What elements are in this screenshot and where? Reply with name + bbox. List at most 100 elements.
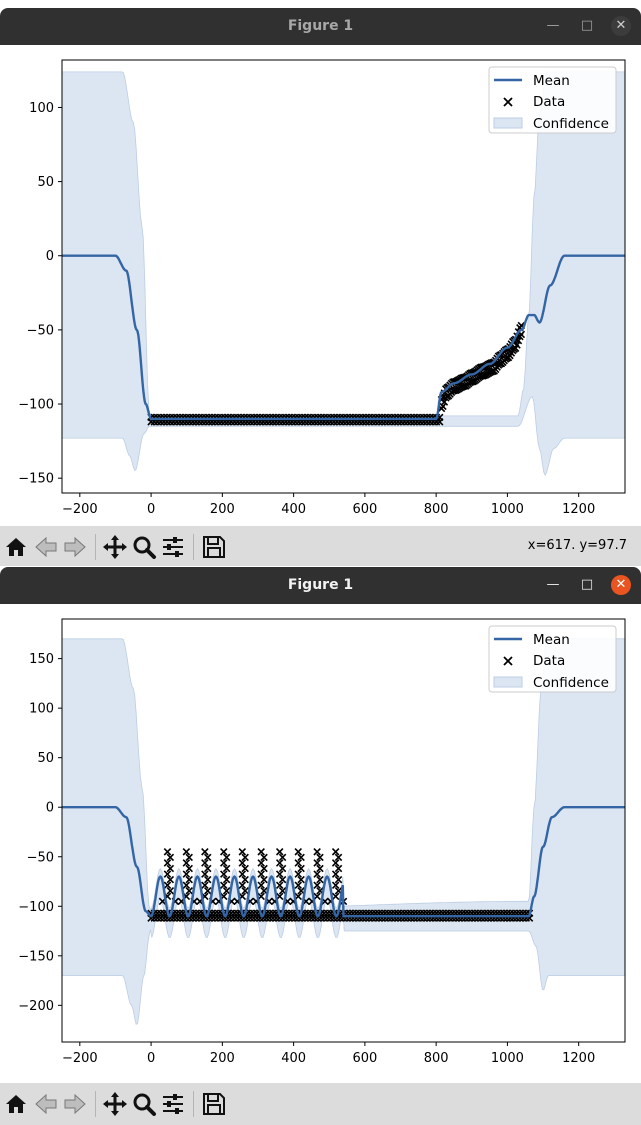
y-tick-label: −50 — [27, 850, 54, 865]
x-tick-label: −200 — [62, 1051, 98, 1066]
data-point — [185, 887, 193, 895]
legend-confidence-swatch — [493, 676, 523, 688]
x-tick-label: 800 — [424, 1051, 449, 1066]
legend-data-label: Data — [533, 94, 565, 110]
y-tick-label: 100 — [29, 702, 54, 717]
x-tick-label: 1000 — [491, 502, 524, 517]
x-tick-label: 400 — [281, 502, 306, 517]
home-icon[interactable] — [3, 1091, 29, 1117]
plot-canvas[interactable]: −200 0 200 400 600 800 1000 1200 −200 −150 −100 −50… — [0, 604, 641, 1082]
data-point — [275, 870, 284, 878]
data-point — [297, 864, 305, 873]
cursor-coordinates: x=617. y=97.7 — [527, 538, 627, 553]
data-point — [166, 864, 175, 873]
data-point — [201, 859, 209, 867]
title-bar[interactable]: Figure 1 — □ ✕ — [0, 8, 641, 45]
data-point — [166, 887, 175, 895]
pan-icon[interactable] — [102, 534, 128, 560]
y-tick-label: 150 — [29, 652, 54, 667]
data-point — [163, 881, 172, 889]
data-point — [220, 870, 228, 878]
data-point — [313, 859, 321, 867]
forward-arrow-icon[interactable] — [62, 1091, 88, 1117]
title-bar[interactable]: Figure 1 — □ ✕ — [0, 567, 641, 604]
legend: Mean Data Confidence — [488, 625, 617, 693]
home-icon[interactable] — [3, 534, 29, 560]
maximize-icon[interactable]: □ — [580, 577, 594, 592]
x-tick-label: 1200 — [562, 502, 595, 517]
data-point — [294, 870, 303, 878]
data-point — [331, 870, 340, 878]
back-arrow-icon[interactable] — [33, 534, 59, 560]
legend-box — [488, 625, 617, 693]
figure-window-2: Figure 1 — □ ✕ −200 0 200 400 600 800 1000 1200… — [0, 567, 641, 1125]
data-point — [220, 881, 228, 889]
data-point — [222, 864, 231, 873]
minimize-icon[interactable]: — — [546, 577, 560, 592]
data-point — [278, 864, 287, 873]
data-point — [203, 875, 212, 884]
y-tick-label: 50 — [37, 175, 54, 190]
y-tick-label: 0 — [46, 249, 54, 264]
x-tick-label: 1200 — [562, 1051, 595, 1066]
data-point — [275, 859, 284, 867]
data-point — [278, 853, 287, 862]
plot-canvas[interactable]: −200 0 200 400 600 800 1000 1200 −150 −100 −50 0 50 1… — [0, 45, 641, 525]
y-tick-label: −200 — [18, 999, 54, 1014]
data-point — [514, 336, 523, 345]
y-tick-label: 50 — [37, 751, 54, 766]
configure-subplots-icon[interactable] — [160, 534, 186, 560]
x-tick-label: 600 — [352, 502, 377, 517]
data-point — [294, 848, 303, 856]
data-point — [257, 881, 265, 889]
data-point — [316, 864, 324, 873]
save-icon[interactable] — [201, 1091, 227, 1117]
save-icon[interactable] — [201, 534, 227, 560]
navigation-toolbar: x=617. y=97.7 — [0, 526, 641, 566]
forward-arrow-icon[interactable] — [62, 534, 88, 560]
y-tick-label: 0 — [46, 801, 54, 816]
x-tick-label: −200 — [62, 502, 98, 517]
data-point — [294, 859, 303, 867]
legend-confidence-label: Confidence — [533, 116, 609, 132]
data-point — [166, 875, 175, 884]
data-point — [275, 848, 284, 856]
data-point — [220, 859, 228, 867]
legend-box — [488, 66, 617, 134]
back-arrow-icon[interactable] — [33, 1091, 59, 1117]
x-tick-label: 600 — [352, 1051, 377, 1066]
close-icon[interactable]: ✕ — [611, 575, 631, 595]
data-point — [313, 881, 321, 889]
data-point — [241, 853, 249, 862]
minimize-icon[interactable]: — — [546, 18, 560, 33]
data-point — [185, 864, 193, 873]
data-point — [182, 859, 191, 867]
data-point — [331, 848, 340, 856]
data-point — [182, 881, 191, 889]
x-tick-label: 0 — [147, 502, 155, 517]
legend-confidence-swatch — [493, 117, 523, 129]
data-point — [182, 870, 191, 878]
zoom-icon[interactable] — [131, 1091, 157, 1117]
toolbar-separator — [193, 1091, 194, 1117]
data-point — [201, 848, 209, 856]
data-point — [260, 864, 268, 873]
window-title: Figure 1 — [287, 18, 354, 34]
pan-icon[interactable] — [102, 1091, 128, 1117]
maximize-icon[interactable]: □ — [580, 18, 594, 33]
mean-line — [62, 805, 625, 918]
zoom-icon[interactable] — [131, 534, 157, 560]
x-tick-label: 200 — [210, 1051, 235, 1066]
data-point — [316, 853, 324, 862]
data-point — [513, 341, 521, 349]
configure-subplots-icon[interactable] — [160, 1091, 186, 1117]
close-icon[interactable]: ✕ — [611, 16, 631, 36]
data-point — [331, 859, 340, 867]
data-point — [185, 875, 193, 884]
data-point — [313, 870, 321, 878]
legend-data-swatch — [503, 97, 513, 107]
data-point — [163, 848, 172, 856]
chart: −200 0 200 400 600 800 1000 1200−200−150−100−50… — [18, 618, 626, 1066]
data-point — [297, 875, 305, 884]
data-point — [241, 864, 249, 873]
